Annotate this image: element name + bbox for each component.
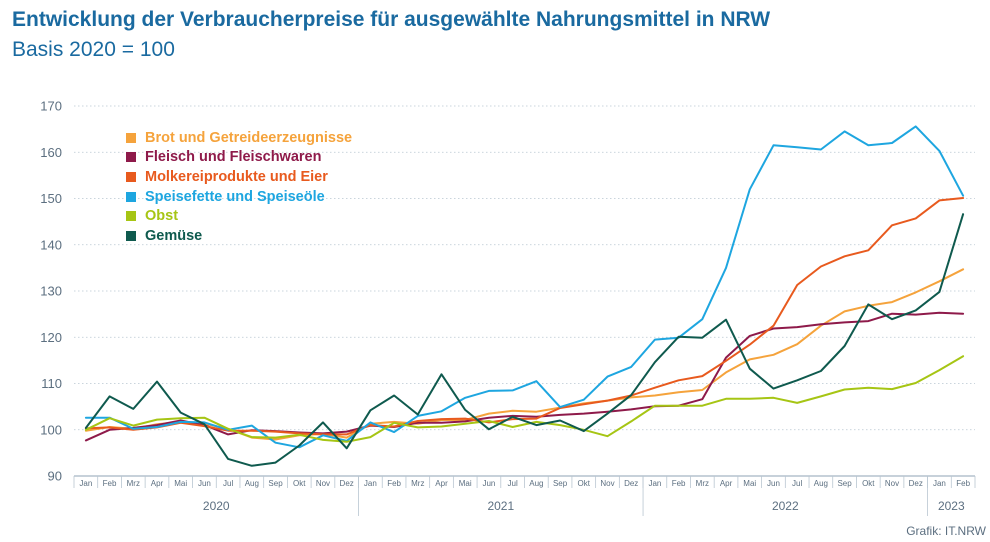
year-label: 2023 [938,499,965,513]
x-tick-label: Aug [529,479,543,488]
y-tick-label: 90 [48,469,62,484]
x-tick-label: Dez [624,479,638,488]
y-tick-label: 140 [40,237,62,252]
x-tick-label: Feb [956,479,970,488]
legend-item-obst: Obst [126,206,352,226]
x-tick-label: Feb [387,479,401,488]
year-label: 2021 [487,499,514,513]
x-tick-label: Jun [767,479,780,488]
legend-label: Molkereiprodukte und Eier [145,168,328,185]
x-tick-label: Sep [268,479,283,488]
legend-label: Brot und Getreideerzeugnisse [145,129,353,146]
x-tick-label: Mrz [411,479,424,488]
x-tick-label: Okt [578,479,591,488]
y-tick-label: 160 [40,145,62,160]
legend-item-gemuese: Gemüse [126,226,352,246]
source-credit: Grafik: IT.NRW [906,524,986,538]
x-tick-label: Mrz [696,479,709,488]
x-tick-label: Nov [885,479,899,488]
x-axis: Jan Feb Mrz Apr Mai Jun Jul Aug Sep Okt Nov Dez Jan F… [73,475,976,516]
year-label: 2022 [772,499,799,513]
x-tick-label: Feb [103,479,117,488]
series-line-3 [84,125,965,449]
x-tick-label: Jan [648,479,661,488]
legend-label: Gemüse [145,227,203,244]
x-tick-label: Mrz [127,479,140,488]
x-tick-label: Mai [743,479,756,488]
y-tick-label: 130 [40,284,62,299]
x-tick-label: Okt [862,479,875,488]
x-tick-label: Jan [933,479,946,488]
x-tick-label: Jul [792,479,802,488]
legend-label: Obst [145,208,179,225]
x-tick-label: Jun [198,479,211,488]
series-line-4 [84,355,965,443]
y-tick-label: 150 [40,191,62,206]
y-tick-label: 170 [40,99,62,114]
series-line-5 [84,213,965,467]
x-tick-label: Aug [245,479,259,488]
legend-item-speisefette: Speisefette und Speiseöle [126,187,352,207]
legend-swatch [126,132,136,143]
y-tick-label: 120 [40,330,62,345]
x-tick-label: Okt [293,479,306,488]
legend-swatch [126,152,136,163]
x-tick-label: Dez [340,479,354,488]
x-tick-label: Apr [151,479,164,488]
series-lines [84,125,965,467]
x-tick-label: Sep [553,479,568,488]
x-tick-label: Apr [720,479,733,488]
x-tick-label: Jun [482,479,495,488]
chart-title: Entwicklung der Verbraucherpreise für au… [12,8,771,31]
x-tick-label: Aug [814,479,828,488]
x-tick-label: Nov [600,479,614,488]
x-tick-label: Jul [508,479,518,488]
legend-item-molkerei: Molkereiprodukte und Eier [126,167,352,187]
x-tick-label: Mai [174,479,187,488]
legend-swatch [126,230,136,241]
legend-item-fleisch: Fleisch und Fleischwaren [126,148,352,168]
y-tick-label: 100 [40,422,62,437]
series-line-0 [84,268,965,441]
x-tick-label: Jan [79,479,92,488]
x-tick-label: Jul [223,479,233,488]
x-tick-label: Jan [364,479,377,488]
legend: Brot und Getreideerzeugnisse Fleisch und… [126,128,352,246]
y-tick-label: 110 [41,376,62,391]
x-tick-label: Dez [909,479,923,488]
legend-label: Fleisch und Fleischwaren [145,149,322,166]
x-tick-label: Feb [672,479,686,488]
legend-label: Speisefette und Speiseöle [145,188,325,205]
x-tick-label: Nov [316,479,330,488]
series-line-1 [84,311,965,442]
legend-item-brot: Brot und Getreideerzeugnisse [126,128,352,148]
x-tick-label: Apr [435,479,448,488]
legend-swatch [126,211,136,222]
x-tick-label: Mai [459,479,472,488]
year-label: 2020 [203,499,230,513]
legend-swatch [126,191,136,202]
y-axis-ticks: 90 100 110 120 130 140 150 160 170 [40,99,62,484]
chart-subtitle: Basis 2020 = 100 [12,38,175,61]
x-tick-label: Sep [837,479,852,488]
legend-swatch [126,171,136,182]
